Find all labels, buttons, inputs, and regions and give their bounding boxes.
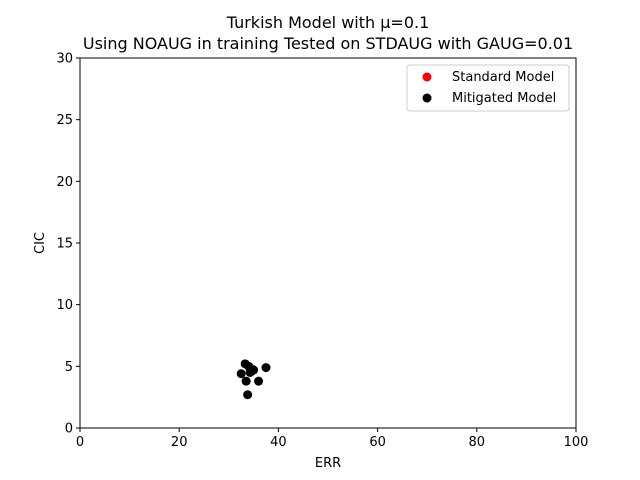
x-tick-label: 40 <box>270 435 287 450</box>
x-axis-ticks: 0 20 40 60 80 100 <box>76 428 589 450</box>
legend: Standard Model Mitigated Model <box>406 64 570 112</box>
legend-frame <box>406 64 570 112</box>
data-point <box>254 376 264 386</box>
chart-title-line-2: Using NOAUG in training Tested on STDAUG… <box>83 34 573 53</box>
plot-area-frame <box>79 57 577 429</box>
y-tick-label: 5 <box>65 360 73 375</box>
x-tick-label: 80 <box>469 435 486 450</box>
x-tick-label: 100 <box>564 435 589 450</box>
data-point <box>236 369 246 379</box>
data-point-marker <box>254 376 264 386</box>
data-point <box>243 390 253 400</box>
data-point <box>241 376 251 386</box>
legend-marker-mitigated-model <box>422 93 432 103</box>
data-point-marker <box>245 368 255 377</box>
x-tick-label: 60 <box>369 435 386 450</box>
x-tick-label: 0 <box>76 435 84 450</box>
x-axis-label: ERR <box>315 456 341 471</box>
legend-label-standard-model: Standard Model <box>452 70 554 85</box>
data-point-marker <box>261 363 271 373</box>
chart-title-line-1: Turkish Model with μ=0.1 <box>226 13 430 32</box>
legend-label-mitigated-model: Mitigated Model <box>452 91 556 106</box>
data-points <box>236 359 271 400</box>
y-tick-label: 20 <box>56 175 73 190</box>
legend-marker-standard-model <box>422 72 432 82</box>
data-point <box>245 368 255 377</box>
y-tick-label: 0 <box>65 422 73 437</box>
data-point-marker <box>236 369 246 379</box>
y-tick-label: 30 <box>56 52 73 67</box>
y-tick-label: 15 <box>56 237 73 252</box>
y-tick-label: 10 <box>56 298 73 313</box>
y-axis-label: CIC <box>33 232 48 254</box>
y-tick-label: 25 <box>56 113 73 128</box>
data-point <box>261 363 271 373</box>
x-tick-label: 20 <box>171 435 188 450</box>
data-point-marker <box>243 390 253 400</box>
data-point-marker <box>241 376 251 386</box>
y-axis-ticks: 0 5 10 15 20 25 30 <box>56 52 80 437</box>
